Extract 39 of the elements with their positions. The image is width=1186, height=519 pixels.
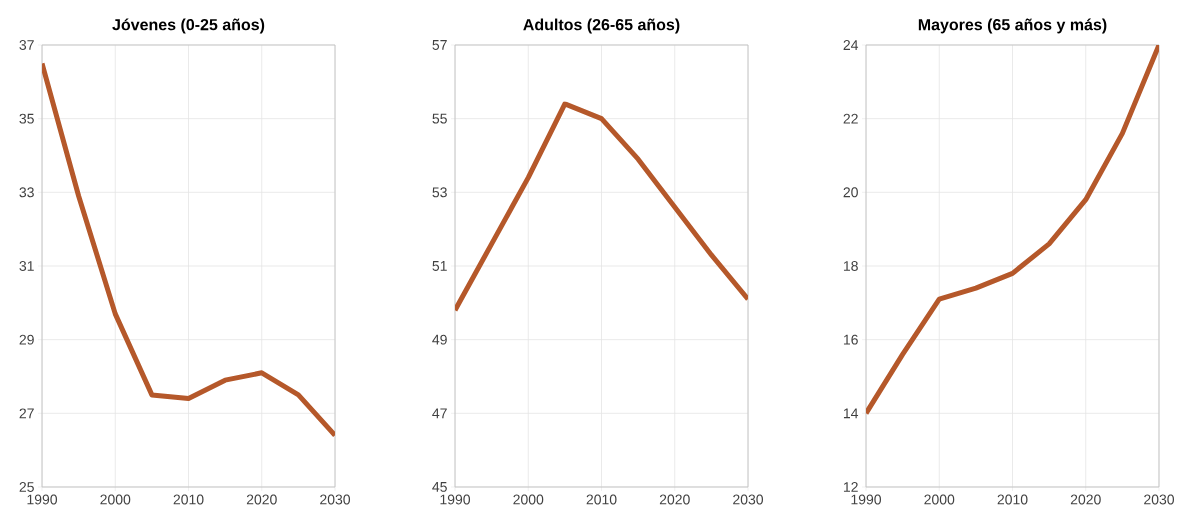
chart-title: Adultos (26-65 años) [523, 18, 680, 34]
x-tick-label: 2020 [1070, 494, 1101, 505]
y-tick-label: 49 [432, 334, 447, 345]
y-tick-label: 45 [432, 482, 447, 492]
y-tick-label: 25 [19, 482, 34, 492]
x-tick-label: 2000 [100, 494, 131, 505]
x-tick-label: 2010 [173, 494, 204, 505]
y-tick-label: 20 [843, 187, 858, 198]
y-tick-label: 14 [843, 408, 859, 419]
y-tick-label: 57 [432, 40, 447, 50]
x-tick-label: 2030 [733, 494, 764, 505]
y-tick-label: 55 [432, 113, 447, 124]
x-tick-label: 1990 [851, 494, 882, 505]
x-tick-label: 2030 [1144, 494, 1175, 505]
y-tick-label: 12 [843, 482, 858, 492]
y-tick-label: 18 [843, 261, 858, 271]
x-tick-label: 2010 [586, 494, 617, 505]
x-tick-label: 2010 [997, 494, 1028, 505]
x-tick-label: 1990 [440, 494, 471, 505]
y-tick-label: 33 [19, 187, 34, 198]
x-tick-label: 2000 [513, 494, 544, 505]
y-tick-label: 51 [432, 261, 447, 271]
y-tick-label: 53 [432, 187, 447, 198]
chart-title: Jóvenes (0-25 años) [112, 18, 265, 34]
y-tick-label: 37 [19, 40, 34, 50]
chart-title: Mayores (65 años y más) [918, 18, 1107, 34]
x-tick-label: 2000 [924, 494, 955, 505]
y-tick-label: 22 [843, 113, 858, 124]
x-tick-label: 2020 [659, 494, 690, 505]
y-tick-label: 27 [19, 408, 34, 419]
x-tick-label: 2020 [246, 494, 277, 505]
y-tick-label: 24 [843, 40, 859, 50]
x-tick-label: 2030 [320, 494, 351, 505]
y-tick-label: 16 [843, 334, 858, 345]
y-tick-label: 29 [19, 334, 34, 345]
y-tick-label: 47 [432, 408, 447, 419]
y-tick-label: 35 [19, 113, 34, 124]
x-tick-label: 1990 [27, 494, 58, 505]
y-tick-label: 31 [19, 261, 34, 271]
